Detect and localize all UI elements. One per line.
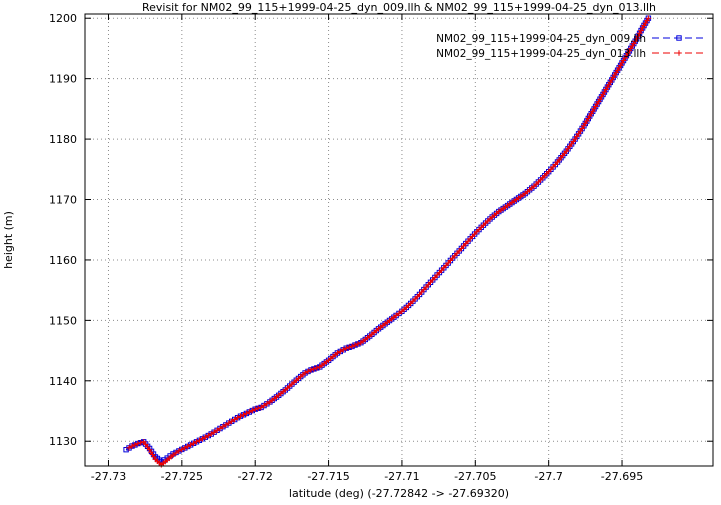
y-axis-label: height (m) (2, 211, 15, 269)
svg-text:1160: 1160 (49, 254, 77, 267)
plot-border (84, 13, 714, 467)
legend-label-series1: NM02_99_115+1999-04-25_dyn_009.llh (436, 33, 646, 45)
data-series (123, 15, 652, 468)
svg-text:-27.7: -27.7 (534, 470, 562, 483)
svg-text:-27.71: -27.71 (384, 470, 419, 483)
legend: NM02_99_115+1999-04-25_dyn_009.llh NM02_… (436, 33, 706, 60)
svg-text:1200: 1200 (49, 12, 77, 25)
tick-labels: -27.73 -27.725 -27.72 -27.715 -27.71 -27.705 -… (49, 12, 643, 483)
svg-text:1180: 1180 (49, 133, 77, 146)
svg-text:-27.72: -27.72 (237, 470, 272, 483)
chart-title: Revisit for NM02_99_115+1999-04-25_dyn_0… (142, 1, 656, 14)
svg-text:-27.705: -27.705 (454, 470, 496, 483)
svg-text:-27.695: -27.695 (601, 470, 643, 483)
svg-text:-27.725: -27.725 (161, 470, 203, 483)
svg-text:1150: 1150 (49, 314, 77, 327)
svg-text:1140: 1140 (49, 375, 77, 388)
gridlines (85, 14, 713, 466)
svg-text:1190: 1190 (49, 73, 77, 86)
svg-text:-27.715: -27.715 (307, 470, 349, 483)
tick-marks (85, 14, 713, 466)
x-axis-label: latitude (deg) (-27.72842 -> -27.69320) (289, 487, 509, 500)
legend-key-samples (652, 35, 706, 56)
svg-text:-27.73: -27.73 (91, 470, 126, 483)
legend-label-series2: NM02_99_115+1999-04-25_dyn_013.llh (436, 48, 646, 60)
svg-text:1170: 1170 (49, 194, 77, 207)
svg-text:1130: 1130 (49, 435, 77, 448)
